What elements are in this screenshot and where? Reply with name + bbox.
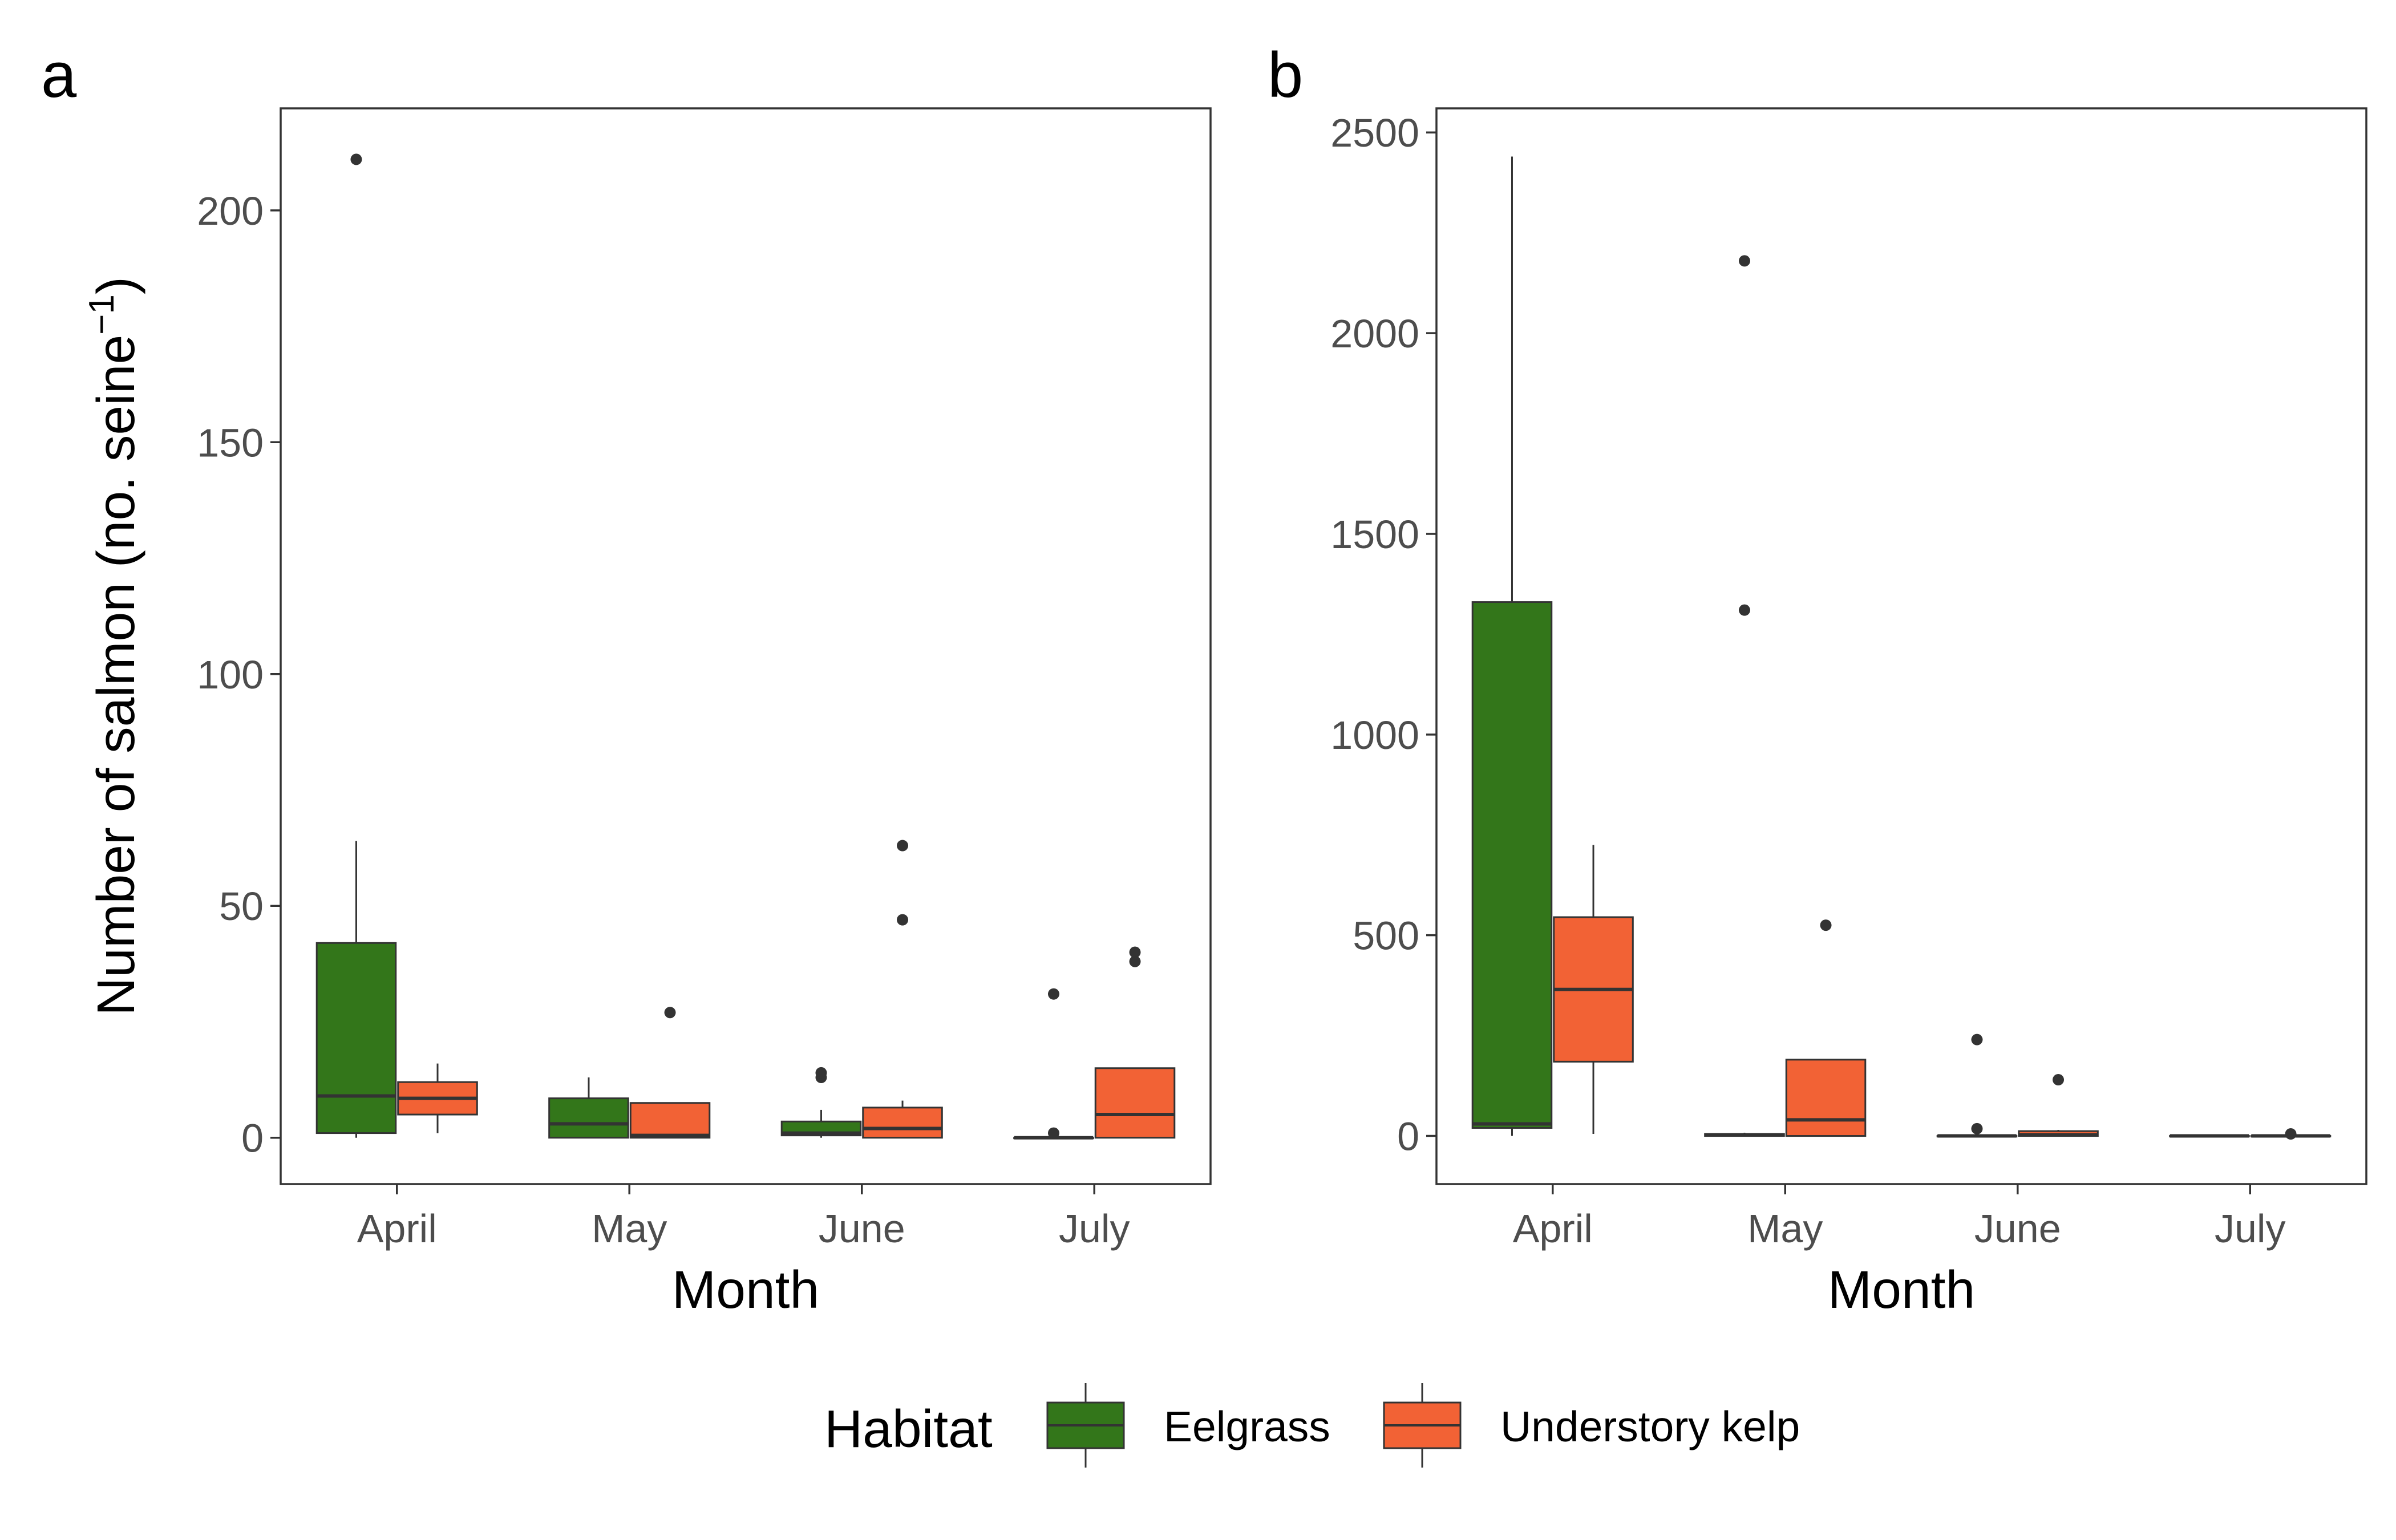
panel-a-y-axis-title: Number of salmon (no. seine−1): [82, 277, 145, 1016]
panel-a-july-eelgrass-box-plot: [1013, 988, 1094, 1140]
y-axis-title-superscript: −1: [82, 294, 122, 335]
panel-b-y-tick-label: 0: [1397, 1115, 1419, 1159]
panel-b-marks: [1471, 156, 2332, 1140]
panel-b-x-axis-title: Month: [1828, 1260, 1975, 1319]
legend-title: Habitat: [824, 1399, 993, 1458]
panel-a-x-tick-label-april: April: [357, 1206, 437, 1251]
panel-a-y-tick-label: 50: [219, 884, 264, 929]
panel-b-y-tick-label: 2000: [1330, 311, 1419, 356]
panel-b-may-understory-kelp-box-plot: [1785, 919, 1867, 1137]
panel-b-june-understory-kelp-box-plot: [2018, 1074, 2099, 1137]
panel-a-june-understory-kelp-box-plot: [862, 840, 943, 1139]
panel-b-april-eelgrass-box-plot: [1471, 156, 1553, 1136]
panel-b-may-understory-kelp-box: [1785, 1059, 1867, 1137]
panel-a-y-tick-label: 200: [197, 189, 264, 233]
panel-a-x-axis-title: Month: [672, 1260, 819, 1319]
panel-b-y-axis: 0 500 1000 1500 2000 2500: [1330, 111, 1436, 1159]
panel-b-may-understory-kelp-outlier: [1820, 919, 1832, 931]
panel-a-may-eelgrass-box: [548, 1097, 629, 1139]
panel-b-july-understory-kelp-outlier: [2285, 1128, 2297, 1140]
panel-a-april-understory-kelp-box-plot: [397, 1063, 478, 1133]
panel-b-june-eelgrass-box-plot: [1936, 1034, 2018, 1138]
panel-a-marks: [315, 153, 1176, 1140]
y-axis-title-main: Number of salmon (no. seine: [86, 335, 145, 1016]
panel-b-july-eelgrass-box-plot: [2169, 1134, 2250, 1138]
panel-a-june-understory-kelp-outlier: [897, 840, 909, 852]
panel-a-june-understory-kelp-outlier: [897, 914, 909, 926]
panel-a-july-understory-kelp-outlier: [1129, 946, 1141, 958]
panel-a-april-eelgrass-box: [315, 942, 397, 1134]
panel-b-y-tick-label: 2500: [1330, 111, 1419, 155]
panel-b-x-tick-label-june: June: [1974, 1206, 2061, 1251]
panel-a-july-eelgrass-outlier: [1047, 988, 1059, 1000]
panel-b-y-tick-label: 1500: [1330, 512, 1419, 557]
panel-b-june-eelgrass-outlier: [1971, 1034, 1983, 1045]
panel-a-july-understory-kelp-outlier: [1129, 955, 1141, 967]
panel-b-may-eelgrass-outlier: [1738, 255, 1750, 267]
panel-b-tag: b: [1268, 39, 1303, 111]
legend-label-understory-kelp: Understory kelp: [1500, 1403, 1800, 1450]
panel-b-may-eelgrass-box-plot: [1704, 255, 1785, 1137]
panel-a-x-axis: April May June July: [357, 1184, 1130, 1251]
panel-b-x-tick-label-july: July: [2215, 1206, 2285, 1251]
panel-a-y-tick-label: 0: [241, 1116, 264, 1161]
panel-a-july-understory-kelp-box-plot: [1094, 946, 1176, 1139]
panel-a-june-understory-kelp-box: [862, 1107, 943, 1139]
panel-b-april-eelgrass-box: [1471, 601, 1553, 1129]
panel-a-x-tick-label-june: June: [819, 1206, 905, 1251]
panel-b-april-understory-kelp-box-plot: [1553, 845, 1634, 1134]
panel-a-july-understory-kelp-box: [1094, 1067, 1176, 1139]
panel-b-plot-frame: [1435, 107, 2367, 1185]
panel-b-y-tick-label: 500: [1353, 914, 1419, 958]
panel-a-y-axis: 0 50 100 150 200: [197, 189, 281, 1161]
panel-a: a 0 50 100 150 200 April May June July Month Nu…: [41, 39, 1212, 1319]
legend-key-understory-kelp: [1383, 1383, 1462, 1468]
panel-b-may-eelgrass-outlier: [1738, 604, 1750, 616]
y-axis-title-close: ): [86, 277, 145, 294]
panel-a-tag: a: [41, 39, 77, 111]
legend: Habitat Eelgrass Understory kelp: [824, 1383, 1800, 1468]
panel-b-x-tick-label-april: April: [1513, 1206, 1593, 1251]
panel-a-april-eelgrass-box-plot: [315, 153, 397, 1138]
legend-label-eelgrass: Eelgrass: [1164, 1403, 1330, 1450]
panel-b-june-understory-kelp-outlier: [2053, 1074, 2065, 1086]
panel-b-y-tick-label: 1000: [1330, 713, 1419, 757]
panel-b-x-tick-label-may: May: [1747, 1206, 1823, 1251]
panel-a-july-eelgrass-outlier: [1047, 1127, 1059, 1139]
panel-a-x-tick-label-july: July: [1059, 1206, 1130, 1251]
panel-a-may-understory-kelp-box-plot: [629, 1007, 711, 1139]
panel-a-plot-frame: [280, 107, 1212, 1185]
panel-a-x-tick-label-may: May: [592, 1206, 667, 1251]
panel-a-y-tick-label: 100: [197, 653, 264, 697]
panel-b-july-understory-kelp-box-plot: [2250, 1128, 2332, 1140]
panel-a-june-eelgrass-outlier: [815, 1067, 827, 1079]
panel-a-june-eelgrass-box-plot: [780, 1067, 862, 1138]
panel-a-may-understory-kelp-box: [629, 1102, 711, 1139]
panel-b-x-axis: April May June July: [1513, 1184, 2285, 1251]
legend-key-eelgrass: [1046, 1383, 1125, 1468]
panel-a-april-eelgrass-outlier: [350, 153, 362, 165]
panel-a-y-tick-label: 150: [197, 420, 264, 465]
panel-a-may-eelgrass-box-plot: [548, 1077, 629, 1139]
panel-b-june-eelgrass-outlier: [1971, 1122, 1983, 1134]
panel-a-may-understory-kelp-outlier: [664, 1007, 676, 1019]
